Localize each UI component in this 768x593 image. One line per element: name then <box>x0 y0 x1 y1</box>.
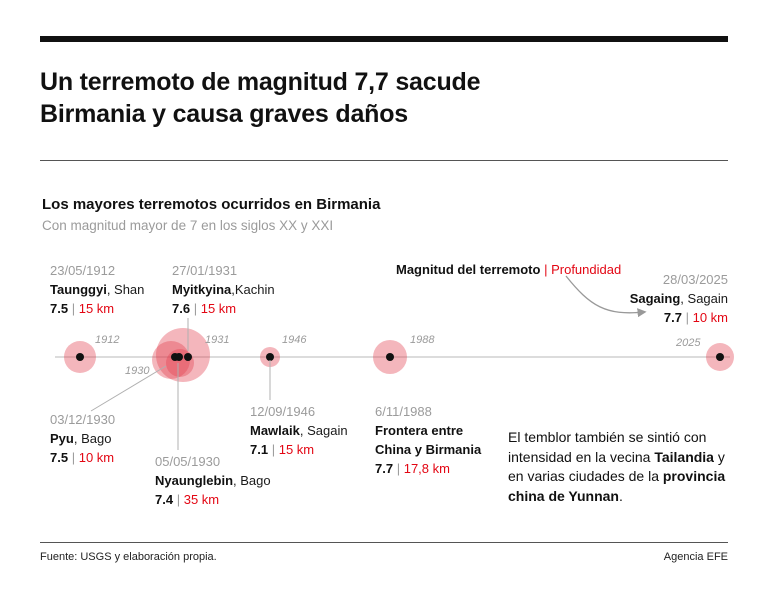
event-magnitude-depth: 7.7 | 10 km <box>568 308 728 327</box>
note-text-1: El temblor también se sintió con intensi… <box>508 429 707 465</box>
event-label-1930-pyu: 03/12/1930 Pyu, Bago 7.5 | 10 km <box>50 410 115 467</box>
event-magnitude-depth: 7.6 | 15 km <box>172 299 275 318</box>
event-date: 03/12/1930 <box>50 412 116 427</box>
event-label-1988: 6/11/1988 Frontera entre China y Birmani… <box>375 402 481 478</box>
event-place: Taunggyi, Shan <box>50 280 144 299</box>
event-magnitude: 7.5 <box>50 301 69 316</box>
event-depth: 10 km <box>78 450 115 465</box>
page-title: Un terremoto de magnitud 7,7 sacude Birm… <box>40 66 700 130</box>
event-place-region: ,Kachin <box>231 282 275 297</box>
event-date: 28/03/2025 <box>662 272 728 287</box>
chart-title: Los mayores terremotos ocurridos en Birm… <box>42 196 381 213</box>
top-accent-bar <box>40 36 728 42</box>
event-separator: | <box>396 461 401 476</box>
axis-year-1912: 1912 <box>95 334 120 346</box>
event-place-line2: China y Birmania <box>375 442 482 457</box>
event-separator: | <box>685 310 689 325</box>
event-place-name: Pyu <box>50 431 74 446</box>
event-place: Myitkyina,Kachin <box>172 280 275 299</box>
event-separator: | <box>271 442 276 457</box>
event-date: 27/01/1931 <box>172 263 238 278</box>
event-depth: 15 km <box>278 442 315 457</box>
event-place-name: Sagaing <box>629 291 681 306</box>
event-magnitude: 7.7 <box>663 310 682 325</box>
event-place-name: Taunggyi <box>50 282 107 297</box>
legend-magnitude-label: Magnitud del terremoto <box>396 262 541 277</box>
footer-agency: Agencia EFE <box>663 551 728 563</box>
quake-bubble-1931 <box>156 328 210 382</box>
axis-year-1946: 1946 <box>282 334 307 346</box>
event-place-name: Nyaunglebin <box>155 473 234 488</box>
axis-year-2025: 2025 <box>676 337 701 349</box>
timeline-dot-1930-nyaunglebin <box>175 353 183 361</box>
event-place-region: , Bago <box>73 431 112 446</box>
axis-year-1930: 1930 <box>125 365 150 377</box>
event-separator: | <box>193 301 198 316</box>
note-bold-tailandia: Tailandia <box>654 448 714 465</box>
timeline-dot-1946 <box>266 353 274 361</box>
event-depth: 17,8 km <box>403 461 450 476</box>
chart-subtitle: Con magnitud mayor de 7 en los siglos XX… <box>42 218 334 233</box>
page-title-line2: Birmania y causa graves daños <box>40 100 408 128</box>
event-depth: 15 km <box>78 301 115 316</box>
event-separator: | <box>71 450 76 465</box>
legend-separator: | <box>544 262 548 277</box>
axis-year-1931: 1931 <box>205 334 230 346</box>
event-magnitude: 7.7 <box>375 461 394 476</box>
event-place-name: Myitkyina <box>172 282 232 297</box>
event-place-name: Mawlaik <box>250 423 300 438</box>
event-magnitude: 7.1 <box>250 442 269 457</box>
event-place-region: , Sagain <box>299 423 348 438</box>
event-magnitude-depth: 7.1 | 15 km <box>250 440 348 459</box>
event-separator: | <box>176 492 181 507</box>
event-magnitude-depth: 7.5 | 10 km <box>50 448 115 467</box>
event-label-1930-nyaunglebin: 05/05/1930 Nyaunglebin, Bago 7.4 | 35 km <box>155 452 271 509</box>
event-place-line1: Frontera entre <box>375 423 464 438</box>
legend-depth-label: Profundidad <box>551 262 622 277</box>
event-label-1931: 27/01/1931 Myitkyina,Kachin 7.6 | 15 km <box>172 261 275 318</box>
legend: Magnitud del terremoto | Profundidad <box>396 262 621 277</box>
event-separator: | <box>71 301 76 316</box>
event-magnitude-depth: 7.7 | 17,8 km <box>375 459 481 478</box>
note-text-2: y en varias ciudades de la <box>508 448 725 485</box>
divider-under-title <box>40 160 728 161</box>
event-place: Sagaing, Sagain <box>568 289 728 308</box>
event-depth: 35 km <box>183 492 220 507</box>
timeline-dot-1931 <box>184 353 192 361</box>
event-date: 23/05/1912 <box>50 263 116 278</box>
event-magnitude-depth: 7.4 | 35 km <box>155 490 271 509</box>
note-text-3: . <box>619 487 623 504</box>
event-label-1912: 23/05/1912 Taunggyi, Shan 7.5 | 15 km <box>50 261 144 318</box>
divider-footer <box>40 542 728 543</box>
page-title-line1: Un terremoto de magnitud 7,7 sacude <box>40 68 481 96</box>
footer-source: Fuente: USGS y elaboración propia. <box>40 551 217 563</box>
event-label-2025: 28/03/2025 Sagaing, Sagain 7.7 | 10 km <box>568 270 728 327</box>
event-magnitude: 7.4 <box>155 492 174 507</box>
timeline-dot-1912 <box>76 353 84 361</box>
event-date: 05/05/1930 <box>155 454 221 469</box>
timeline-dot-2025 <box>716 353 724 361</box>
event-place-region: , Shan <box>106 282 145 297</box>
timeline-dot-1988 <box>386 353 394 361</box>
event-label-1946: 12/09/1946 Mawlaik, Sagain 7.1 | 15 km <box>250 402 348 459</box>
event-place-region: , Sagain <box>680 291 728 306</box>
event-place: Mawlaik, Sagain <box>250 421 348 440</box>
event-depth: 10 km <box>692 310 728 325</box>
event-depth: 15 km <box>200 301 237 316</box>
event-place: Nyaunglebin, Bago <box>155 471 271 490</box>
event-place: Pyu, Bago <box>50 429 115 448</box>
axis-year-1988: 1988 <box>410 334 435 346</box>
event-date: 12/09/1946 <box>250 404 316 419</box>
event-place-region: , Bago <box>233 473 271 488</box>
event-magnitude: 7.5 <box>50 450 69 465</box>
event-date: 6/11/1988 <box>375 404 432 419</box>
event-magnitude-depth: 7.5 | 15 km <box>50 299 144 318</box>
note-paragraph: El temblor también se sintió con intensi… <box>508 428 740 506</box>
note-bold-yunnan: provincia china de Yunnan <box>508 468 726 504</box>
event-magnitude: 7.6 <box>172 301 191 316</box>
